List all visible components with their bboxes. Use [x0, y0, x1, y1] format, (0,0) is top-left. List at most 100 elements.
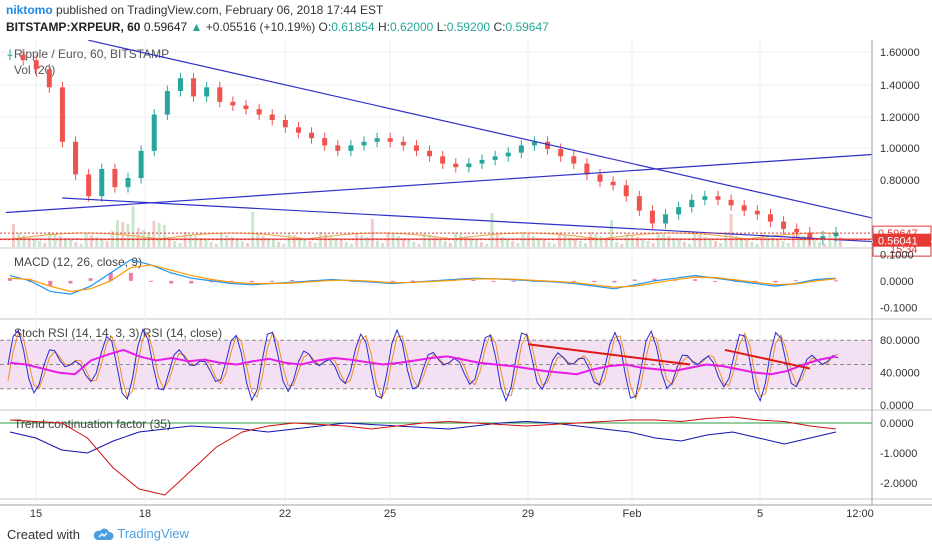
candle-body [518, 145, 524, 153]
candle-body [99, 168, 105, 197]
volume-bar [838, 237, 842, 247]
author-name[interactable]: niktomo [6, 3, 53, 17]
volume-bar [750, 242, 754, 247]
time-tick-label: 12:00 [846, 508, 874, 520]
candle-body [7, 54, 13, 56]
volume-bar [53, 234, 57, 247]
volume-bar [766, 235, 769, 247]
volume-bar [511, 241, 515, 247]
time-tick-label: 22 [279, 508, 291, 520]
volume-bar [261, 236, 265, 247]
chart-header: niktomo published on TradingView.com, Fe… [0, 0, 932, 40]
macd-histogram-bar [269, 280, 274, 282]
volume-bar [615, 242, 619, 247]
volume-bar [199, 238, 203, 247]
macd-histogram-bar [48, 280, 53, 287]
volume-bar [32, 239, 36, 247]
volume-bar [745, 240, 749, 247]
volume-bar [350, 244, 353, 247]
candle-body [689, 199, 695, 208]
volume-bar [729, 214, 733, 247]
macd-tick-label: 0.1000 [880, 249, 914, 261]
volume-bar [90, 235, 93, 247]
price-tick-label: 1.20000 [880, 112, 920, 124]
volume-bar [433, 237, 437, 247]
candle-body [741, 205, 747, 211]
volume-bar [391, 234, 395, 247]
candle-body [243, 105, 249, 110]
volume-bar [516, 243, 520, 247]
volume-bar [698, 235, 702, 247]
volume-bar [17, 233, 21, 247]
volume-bar [438, 239, 442, 247]
volume-bar [537, 238, 541, 247]
candle-body [322, 138, 328, 146]
macd-histogram-bar [713, 280, 718, 282]
open-label: O: [318, 20, 332, 34]
candle-body [702, 196, 708, 200]
chart-canvas[interactable]: Ripple / Euro, 60, BITSTAMP Vol (20) MACD… [0, 40, 932, 520]
macd-histogram-bar [572, 280, 577, 282]
volume-bar [542, 240, 546, 247]
candle-body [125, 178, 131, 188]
volume-bar [448, 243, 452, 247]
volume-bar [344, 242, 348, 247]
stoch-k-line [7, 328, 839, 403]
volume-bar [230, 237, 234, 247]
volume-bar [173, 241, 177, 247]
candle-body [453, 163, 459, 168]
macd-histogram-bar [753, 280, 758, 283]
volume-bar [27, 237, 31, 247]
volume-bar [532, 236, 535, 247]
rsi-line [9, 348, 837, 376]
volume-bar [277, 242, 281, 247]
candle-body [440, 156, 446, 164]
volume-bar [194, 236, 197, 247]
candle-body [151, 114, 157, 151]
volume-bar [240, 241, 244, 247]
volume-bar [376, 241, 379, 247]
volume-ma-line [11, 232, 839, 240]
volume-bar [100, 239, 104, 247]
stoch-rsi-pane: Stoch RSI (14, 14, 3, 3) RSI (14, close) [0, 326, 872, 403]
volume-bar [693, 233, 697, 247]
volume-bar [760, 233, 764, 247]
volume-bar [334, 238, 338, 247]
tradingview-logo[interactable]: TradingView [92, 526, 189, 542]
price-tick-label: 1.60000 [880, 47, 920, 59]
volume-bar [563, 235, 567, 247]
stoch-tick-label: 0.0000 [880, 400, 914, 412]
volume-bar [823, 244, 827, 247]
footer: Created with TradingView [0, 520, 932, 550]
candle-body [833, 232, 839, 237]
volume-bar [578, 241, 582, 247]
axes: 15 18 22 25 29 Feb 5 12:00 1.60000 1.40000 1.20000… [0, 40, 932, 520]
volume-bar [365, 237, 369, 247]
divergence-line [527, 343, 691, 366]
volume-bar [178, 243, 182, 247]
grid [0, 40, 932, 505]
candle-body [361, 141, 367, 146]
volume-bar [604, 238, 608, 247]
candle-body [164, 90, 170, 115]
candle-body [479, 159, 485, 164]
volume-bar [781, 241, 785, 247]
volume-bar [651, 243, 655, 247]
volume-bar [641, 239, 645, 247]
candle-body [571, 156, 577, 164]
volume-bar [636, 237, 639, 247]
volume-bar [251, 212, 255, 247]
candle-body [230, 101, 236, 106]
volume-bar [719, 243, 723, 247]
price-pane-title: Ripple / Euro, 60, BITSTAMP [14, 47, 169, 61]
candle-body [112, 168, 118, 188]
cloud-icon [93, 528, 114, 540]
up-arrow-icon: ▲ [190, 20, 203, 34]
volume-bar [324, 234, 327, 247]
candle-body [86, 174, 92, 197]
red-level-tag: 0.56041 [878, 236, 918, 248]
brand-name: TradingView [117, 526, 189, 541]
volume-bar [459, 234, 463, 247]
volume-bar [43, 243, 47, 247]
volume-bar [407, 240, 411, 247]
